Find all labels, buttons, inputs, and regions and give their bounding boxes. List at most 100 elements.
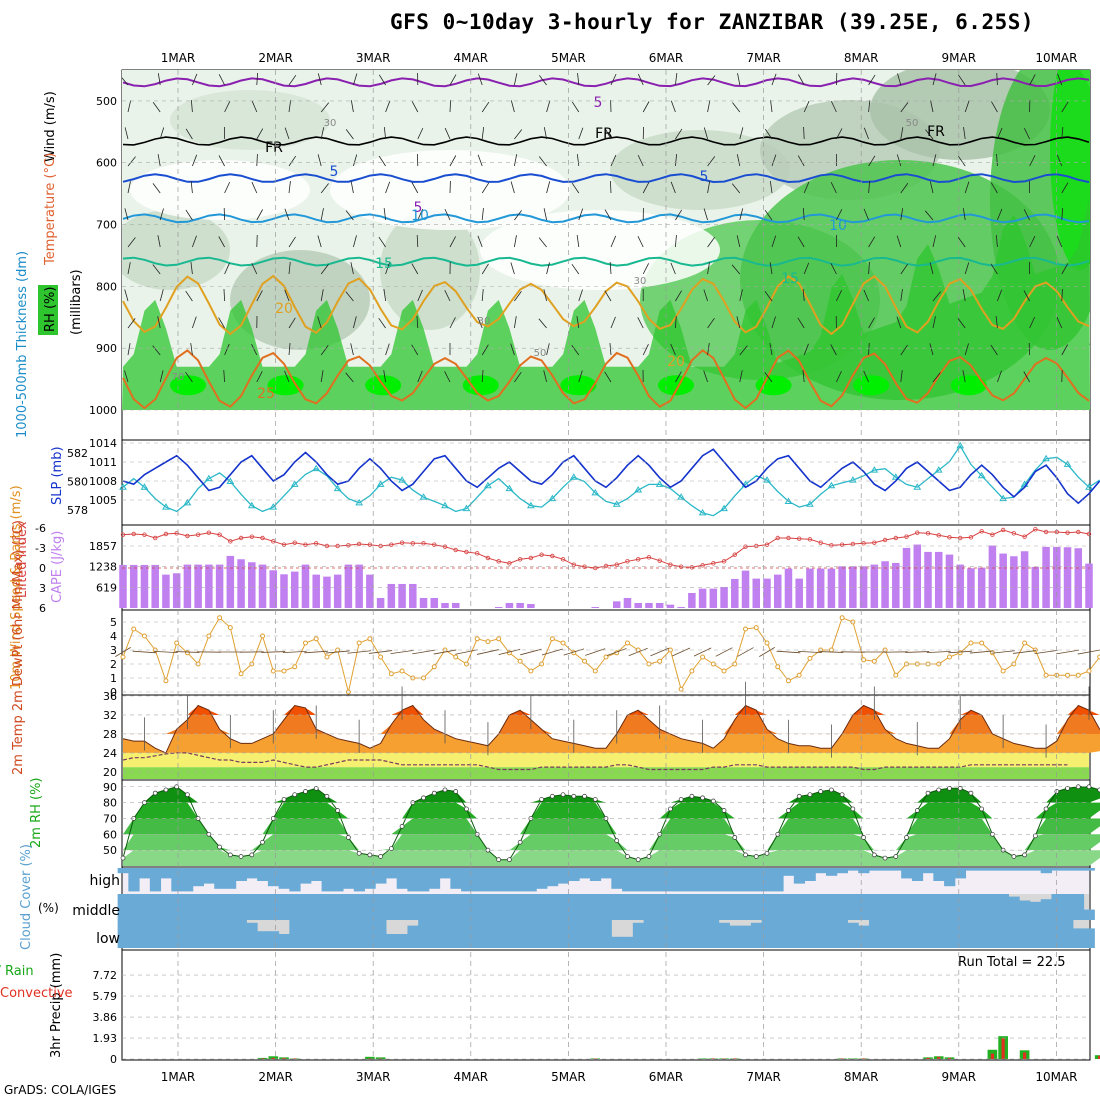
wind-barb: [675, 209, 683, 221]
cloud-bar-high: [160, 868, 172, 879]
wind-barb: [417, 370, 423, 383]
date-label-top: 5MAR: [551, 51, 586, 65]
cape-bar: [333, 574, 342, 608]
wind-barb-10m: [347, 650, 371, 654]
wind-barb: [543, 208, 547, 221]
rh-moist-layer: [122, 199, 1090, 410]
wind-speed-point: [302, 640, 308, 646]
cloud-bar-low: [568, 920, 580, 948]
cloud-bar-low: [128, 920, 140, 948]
rh-point: [281, 797, 287, 802]
thickness-point: [548, 494, 557, 502]
date-label-top: 7MAR: [746, 51, 781, 65]
wind-barb: [577, 73, 580, 86]
rh-point: [839, 792, 845, 798]
cloud-bar-middle: [944, 894, 956, 920]
cloud-bar-middle: [1083, 909, 1095, 920]
wind-barb: [604, 209, 612, 221]
cloud-bar-high: [546, 868, 559, 887]
wind-barb: [642, 101, 650, 113]
li-point: [442, 544, 448, 549]
wind-barb: [957, 155, 966, 167]
wind-barb: [1056, 154, 1063, 167]
slp-ylabel: SLP (mb): [50, 446, 65, 505]
wind-barb: [604, 128, 612, 140]
cloud-bar-middle: [707, 894, 720, 920]
cloud-bar-middle: [310, 894, 323, 920]
rh-point: [1043, 806, 1049, 812]
cloud-bar-low: [804, 920, 816, 948]
cape-bar: [967, 568, 975, 608]
wind-barb: [731, 264, 741, 275]
cape-bar: [945, 554, 954, 608]
cape-bar: [290, 571, 299, 608]
date-label-bottom: 1MAR: [161, 1070, 196, 1084]
li-point: [593, 565, 598, 571]
precip-tick-label: 0: [110, 1053, 117, 1066]
li-point: [475, 551, 480, 556]
wind-barb: [578, 208, 584, 221]
wind-barb: [991, 101, 998, 113]
rh-point: [464, 806, 469, 812]
wind-barb-10m: [585, 648, 606, 656]
cape-bar: [1085, 563, 1093, 608]
date-label-top: 4MAR: [454, 51, 489, 65]
cloud-bar-low: [718, 922, 730, 948]
rh-point: [303, 789, 308, 794]
date-label-bottom: 9MAR: [942, 1070, 977, 1084]
thickness-point: [526, 501, 535, 509]
cloud-bar-high: [944, 868, 956, 887]
rh-point: [378, 854, 383, 859]
li-point: [711, 561, 716, 566]
cloud-bar-high: [321, 868, 333, 892]
cloud-bar-low: [267, 931, 280, 948]
thickness-point: [569, 473, 578, 480]
cloud-bar-middle: [665, 894, 677, 920]
thickness-point: [419, 493, 428, 500]
cloud-bar-high: [665, 868, 677, 892]
cloud-bar-low: [203, 920, 215, 948]
wind-speed-point: [131, 626, 137, 632]
thickness-line: [122, 444, 1100, 517]
isotherm-5: [122, 274, 1090, 336]
wind-barb: [159, 370, 164, 383]
rh-point: [442, 787, 448, 793]
wind-barb: [868, 155, 876, 167]
cloud-bar-middle: [536, 894, 548, 920]
thickness-point: [698, 508, 707, 516]
li-point: [496, 559, 501, 564]
cloud-bar-middle: [418, 894, 430, 920]
wind-barb: [736, 316, 741, 329]
contour-label: FR: [265, 140, 283, 156]
cape-bar: [451, 602, 460, 608]
wind-barb: [224, 181, 231, 194]
wind-barb: [609, 262, 612, 275]
wind-barb: [1094, 235, 1096, 247]
cloud-bar-low: [901, 920, 913, 948]
cloud-bar-high: [1062, 868, 1074, 871]
precip-convective-bar: [947, 1057, 952, 1059]
li-point: [893, 535, 898, 541]
cloud-bar-low: [310, 920, 323, 948]
contour-label: 10: [411, 208, 429, 224]
cape-bar: [1063, 547, 1072, 608]
wind-barb: [190, 262, 193, 275]
wind-barb: [514, 235, 517, 248]
wind-barb: [997, 289, 1003, 302]
wind-speed-point: [485, 639, 491, 645]
wind-barb: [417, 289, 423, 302]
cloud-bar-middle: [654, 894, 666, 920]
wind-barb: [546, 100, 551, 113]
wind-barb: [1061, 344, 1068, 356]
wind-barb-10m: [606, 648, 627, 656]
precip-convective-bar: [937, 1056, 941, 1059]
thickness-point: [312, 464, 321, 472]
wind-barb: [990, 182, 998, 194]
wind-barb: [218, 317, 225, 329]
li-point: [979, 529, 984, 534]
wind-speed-point: [388, 671, 394, 677]
wind-barb: [1061, 208, 1064, 221]
precip-convective-bar: [711, 1058, 715, 1059]
cape-bar: [151, 564, 159, 608]
temp-tick-label: 24: [103, 747, 117, 760]
